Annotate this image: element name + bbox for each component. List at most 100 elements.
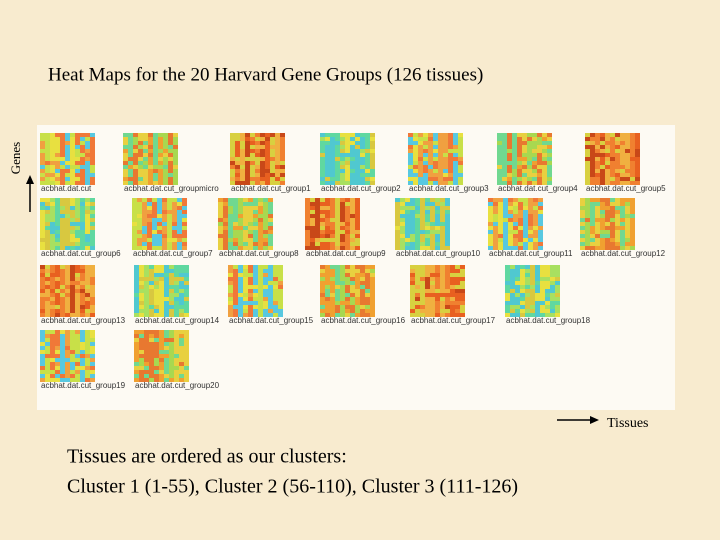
heatmap-cell: [445, 210, 450, 214]
heatmap-cell: [70, 289, 75, 293]
heatmap-cell: [233, 305, 238, 309]
heatmap-cell: [174, 378, 179, 382]
heatmap-cell: [340, 214, 345, 218]
heatmap-cell: [508, 222, 513, 226]
heatmap-cell: [248, 218, 253, 222]
heatmap-cell: [405, 246, 410, 250]
heatmap-cell: [340, 246, 345, 250]
heatmap-cell: [433, 177, 438, 181]
heatmap: [580, 198, 635, 250]
heatmap-cell: [590, 214, 595, 218]
heatmap-cell: [174, 366, 179, 370]
heatmap-cell: [40, 334, 45, 338]
heatmap-label: acbhat.dat.cut_group17: [411, 316, 496, 325]
heatmap-cell: [80, 230, 85, 234]
heatmap-cell: [85, 133, 90, 137]
heatmap-cell: [520, 293, 525, 297]
heatmap-cell: [75, 218, 80, 222]
heatmap-cell: [458, 133, 463, 137]
heatmap-cell: [435, 309, 440, 313]
heatmap-cell: [537, 141, 542, 145]
heatmap-cell: [270, 165, 275, 169]
heatmap-cell: [540, 309, 545, 313]
heatmap-cell: [590, 173, 595, 177]
heatmap-cell: [159, 289, 164, 293]
heatmap-cell: [585, 210, 590, 214]
heatmap-cell: [157, 242, 162, 246]
heatmap-cell: [330, 305, 335, 309]
heatmap-cell: [162, 230, 167, 234]
heatmap-cell: [45, 305, 50, 309]
heatmap-cell: [153, 141, 158, 145]
heatmap-cell: [538, 226, 543, 230]
heatmap-cell: [630, 246, 635, 250]
heatmap-cell: [233, 242, 238, 246]
heatmap-cell: [547, 133, 552, 137]
heatmap-cell: [164, 277, 169, 281]
heatmap-cell: [50, 358, 55, 362]
heatmap-cell: [228, 273, 233, 277]
heatmap-cell: [144, 350, 149, 354]
heatmap-cell: [253, 265, 258, 269]
heatmap-cell: [355, 206, 360, 210]
heatmap-cell: [139, 330, 144, 334]
heatmap-cell: [253, 198, 258, 202]
heatmap-cell: [537, 137, 542, 141]
heatmap-cell: [630, 153, 635, 157]
heatmap-cell: [243, 273, 248, 277]
heatmap-cell: [65, 265, 70, 269]
heatmap-cell: [585, 206, 590, 210]
heatmap-cell: [585, 181, 590, 185]
heatmap-cell: [518, 214, 523, 218]
heatmap-cell: [507, 149, 512, 153]
heatmap-cell: [605, 210, 610, 214]
heatmap-cell: [340, 149, 345, 153]
heatmap-cell: [268, 210, 273, 214]
heatmap-cell: [458, 149, 463, 153]
heatmap-cell: [605, 181, 610, 185]
heatmap-cell: [460, 301, 465, 305]
heatmap-cell: [132, 242, 137, 246]
heatmap-cell: [455, 281, 460, 285]
heatmap-cell: [355, 313, 360, 317]
heatmap-cell: [268, 214, 273, 218]
heatmap-cell: [453, 177, 458, 181]
heatmap-cell: [620, 145, 625, 149]
heatmap-cell: [355, 133, 360, 137]
heatmap-cell: [149, 354, 154, 358]
heatmap-cell: [148, 141, 153, 145]
heatmap-cell: [85, 234, 90, 238]
heatmap-cell: [458, 181, 463, 185]
heatmap-cell: [418, 177, 423, 181]
heatmap-cell: [40, 366, 45, 370]
heatmap-cell: [55, 157, 60, 161]
heatmap-cell: [330, 309, 335, 313]
heatmap-cell: [250, 153, 255, 157]
heatmap-cell: [498, 202, 503, 206]
heatmap-cell: [233, 309, 238, 313]
heatmap-cell: [345, 214, 350, 218]
heatmap-cell: [365, 305, 370, 309]
heatmap-cell: [585, 153, 590, 157]
heatmap-cell: [174, 281, 179, 285]
heatmap-cell: [408, 181, 413, 185]
heatmap-label: acbhat.dat.cut_group18: [506, 316, 591, 325]
heatmap-cell: [158, 137, 163, 141]
heatmap-cell: [600, 137, 605, 141]
heatmap-cell: [158, 161, 163, 165]
heatmap-cell: [278, 309, 283, 313]
heatmap-cell: [90, 234, 95, 238]
heatmap-cell: [75, 350, 80, 354]
heatmap-cell: [133, 173, 138, 177]
heatmap-cell: [128, 169, 133, 173]
heatmap-cell: [310, 206, 315, 210]
heatmap-cell: [153, 173, 158, 177]
heatmap-cell: [590, 218, 595, 222]
heatmap-cell: [184, 297, 189, 301]
heatmap-cell: [425, 238, 430, 242]
heatmap-cell: [223, 234, 228, 238]
heatmap-cell: [365, 137, 370, 141]
heatmap-cell: [420, 234, 425, 238]
heatmap-cell: [80, 169, 85, 173]
heatmap-cell: [595, 222, 600, 226]
